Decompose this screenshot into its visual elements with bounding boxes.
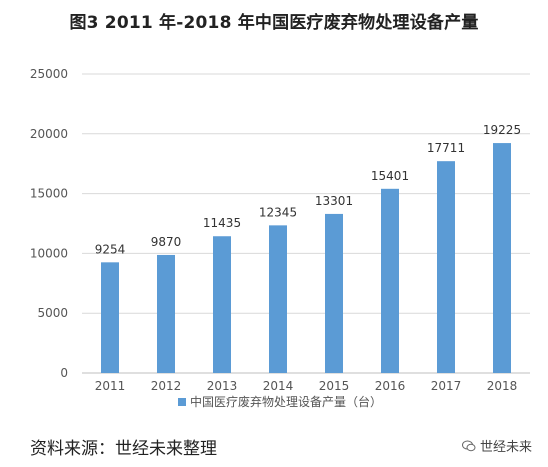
- x-tick-label: 2013: [207, 379, 238, 393]
- y-tick-label: 5000: [37, 306, 68, 320]
- x-axis-ticks: 2011 2012 2013 2014 2015 2016 2017 2018: [95, 379, 518, 393]
- data-label: 9254: [95, 242, 126, 256]
- bars: [101, 143, 511, 373]
- x-tick-label: 2014: [263, 379, 294, 393]
- y-tick-label: 10000: [30, 246, 68, 260]
- chart-title: 图3 2011 年-2018 年中国医疗废弃物处理设备产量: [69, 13, 479, 33]
- data-label: 19225: [483, 123, 521, 137]
- data-label: 13301: [315, 194, 353, 208]
- y-tick-label: 25000: [30, 67, 68, 81]
- watermark-text: 世经未来: [479, 440, 532, 455]
- y-tick-label: 20000: [30, 127, 68, 141]
- legend-swatch: [178, 398, 186, 406]
- data-label: 12345: [259, 205, 297, 219]
- watermark: 世经未来: [461, 436, 532, 455]
- data-label: 9870: [151, 235, 182, 249]
- wechat-icon: [461, 440, 476, 451]
- bar: [437, 161, 455, 373]
- data-label: 11435: [203, 216, 241, 230]
- bar: [381, 188, 399, 373]
- bar: [493, 143, 511, 373]
- data-labels: 9254 9870 11435 12345 13301 15401 17711 19225: [95, 123, 521, 256]
- x-tick-label: 2018: [487, 379, 518, 393]
- x-tick-label: 2016: [375, 379, 406, 393]
- data-label: 17711: [427, 141, 465, 155]
- bar: [101, 262, 119, 373]
- bar: [157, 254, 175, 373]
- y-axis-ticks: 0 5000 10000 15000 20000 25000: [30, 67, 68, 380]
- grid-lines: [82, 73, 530, 374]
- source-note: 资料来源：世经未来整理: [30, 439, 217, 459]
- legend: 中国医疗废弃物处理设备产量（台）: [178, 394, 382, 409]
- x-tick-label: 2011: [95, 379, 126, 393]
- bar: [213, 236, 231, 373]
- y-tick-label: 0: [60, 366, 68, 380]
- bar: [325, 213, 343, 373]
- x-tick-label: 2017: [431, 379, 462, 393]
- legend-label: 中国医疗废弃物处理设备产量（台）: [190, 394, 382, 409]
- x-tick-label: 2015: [319, 379, 350, 393]
- x-tick-label: 2012: [151, 379, 182, 393]
- data-label: 15401: [371, 169, 409, 183]
- bar: [269, 225, 287, 373]
- y-tick-label: 15000: [30, 187, 68, 201]
